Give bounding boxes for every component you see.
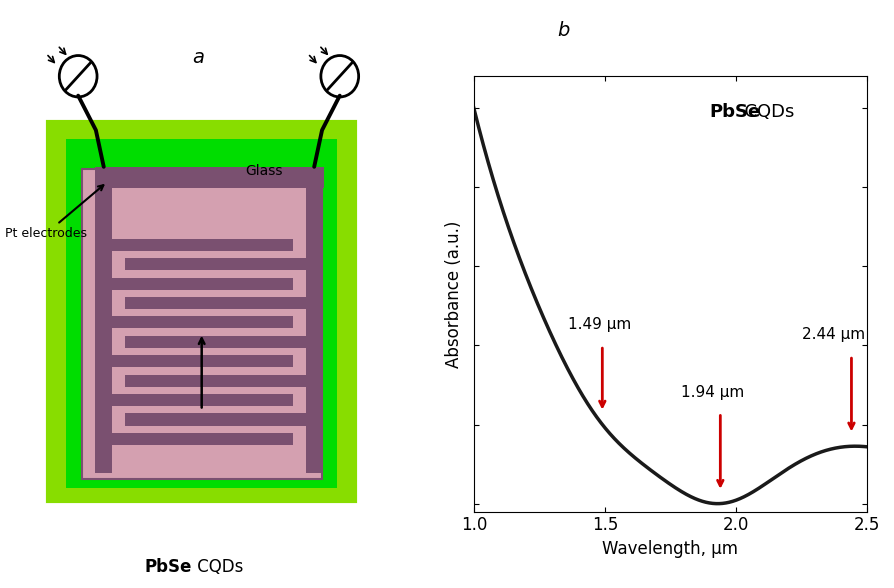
FancyBboxPatch shape [125,336,306,348]
FancyBboxPatch shape [96,167,112,238]
FancyBboxPatch shape [66,139,337,488]
Text: CQDs: CQDs [710,102,794,121]
FancyBboxPatch shape [125,375,306,387]
Text: 1.94 μm: 1.94 μm [681,385,744,400]
FancyBboxPatch shape [112,316,293,329]
Text: a: a [191,48,204,67]
FancyBboxPatch shape [112,239,293,251]
Text: 1.49 μm: 1.49 μm [569,318,631,332]
Y-axis label: Absorbance (a.u.): Absorbance (a.u.) [445,220,463,368]
Text: PbSe: PbSe [710,102,761,121]
Text: Glass: Glass [245,164,283,178]
FancyBboxPatch shape [112,355,293,368]
Text: CQDs: CQDs [192,559,243,576]
FancyBboxPatch shape [125,297,306,309]
FancyBboxPatch shape [306,233,323,473]
Text: 2.44 μm: 2.44 μm [802,328,864,342]
FancyBboxPatch shape [96,167,324,188]
FancyBboxPatch shape [125,258,306,270]
FancyBboxPatch shape [125,413,306,426]
FancyBboxPatch shape [48,122,355,501]
Text: b: b [557,21,569,39]
X-axis label: Wavelength, μm: Wavelength, μm [603,540,738,558]
FancyBboxPatch shape [112,433,293,445]
FancyBboxPatch shape [81,169,322,479]
Text: Pt electrodes: Pt electrodes [5,185,104,240]
FancyBboxPatch shape [96,233,112,473]
FancyBboxPatch shape [306,167,323,238]
FancyBboxPatch shape [112,394,293,406]
FancyBboxPatch shape [112,278,293,290]
Text: PbSe: PbSe [145,559,192,576]
